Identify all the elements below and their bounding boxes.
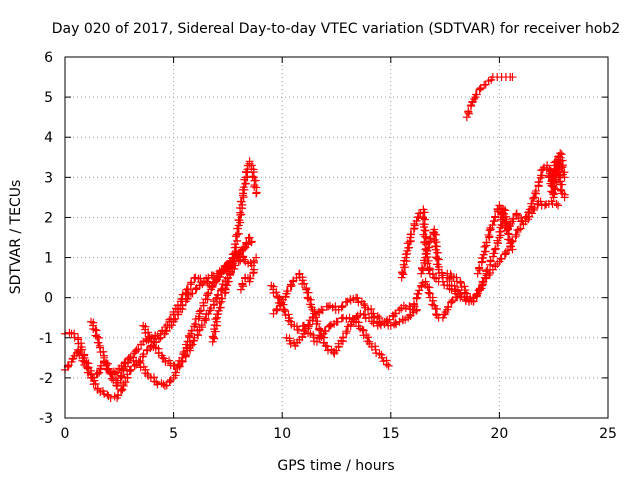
y-tick-label: 5 (44, 90, 53, 106)
x-axis-label: GPS time / hours (277, 458, 394, 474)
x-tick-label: 10 (273, 426, 291, 442)
y-tick-label: -1 (39, 331, 53, 347)
y-tick-label: 6 (44, 50, 53, 66)
series-t9 (282, 293, 421, 350)
chart-title: Day 020 of 2017, Sidereal Day-to-day VTE… (52, 21, 620, 37)
x-tick-label: 0 (61, 426, 70, 442)
series-t6 (236, 265, 258, 294)
y-tick-label: -3 (39, 411, 53, 427)
y-axis-label: SDTVAR / TECUs (8, 180, 24, 295)
series-t5 (208, 157, 261, 346)
grid (65, 57, 608, 418)
marker-trace (462, 73, 517, 122)
marker-trace (208, 157, 261, 346)
x-tick-label: 15 (382, 426, 400, 442)
x-tick-label: 20 (490, 426, 508, 442)
y-tick-label: 3 (44, 170, 53, 186)
marker-trace (236, 265, 258, 294)
y-tick-label: 4 (44, 130, 53, 146)
marker-trace (473, 149, 569, 278)
marker-trace (408, 277, 465, 322)
data-marks (61, 73, 569, 402)
marker-trace (545, 157, 569, 202)
marker-trace (269, 269, 417, 358)
x-tick-label: 25 (599, 426, 617, 442)
series-t16 (462, 73, 517, 122)
marker-trace (139, 253, 248, 370)
y-tick-label: -2 (39, 371, 53, 387)
y-tick-label: 1 (44, 251, 53, 267)
y-tick-label: 2 (44, 210, 53, 226)
series-t15 (545, 157, 569, 202)
series-t8 (269, 269, 417, 358)
y-tick-label: 0 (44, 291, 53, 307)
x-tick-label: 5 (169, 426, 178, 442)
series-t4 (139, 253, 248, 370)
marker-trace (282, 293, 421, 350)
series-t14 (473, 149, 569, 278)
plot-frame (64, 56, 609, 419)
series-t12 (408, 277, 465, 322)
axis-ticks: 0 5 10 15 20 25 -3 -2 -1 0 1 2 3 4 5 6 (39, 50, 617, 442)
